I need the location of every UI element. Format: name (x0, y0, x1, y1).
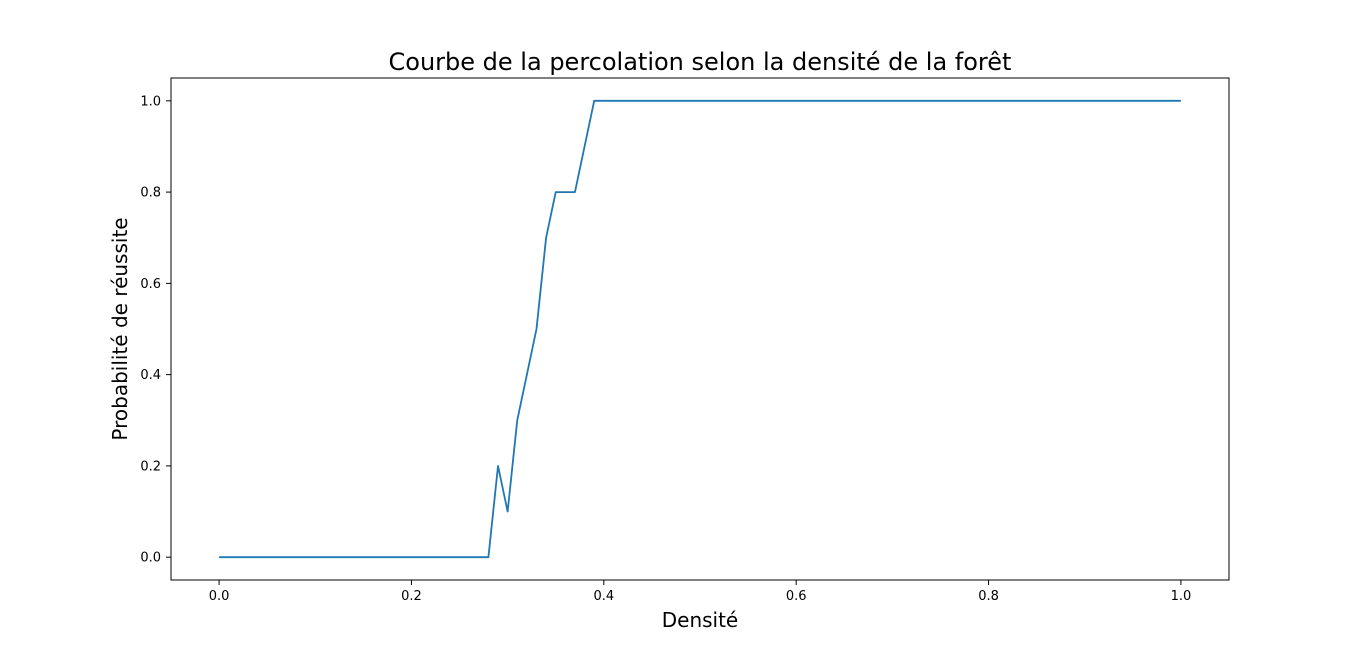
x-axis-title: Densité (662, 608, 739, 632)
x-tick-label: 1.0 (1171, 589, 1192, 604)
y-tick-label: 0.8 (140, 186, 161, 201)
y-axis-title: Probabilité de réussite (108, 217, 132, 440)
x-tick-label: 0.6 (786, 589, 807, 604)
y-tick-label: 0.0 (140, 551, 161, 566)
y-tick-label: 0.2 (140, 459, 161, 474)
y-tick-label: 0.6 (140, 277, 161, 292)
plot-area (219, 99, 1181, 559)
y-axis-ticks: 0.0 0.2 0.4 0.6 0.8 1.0 (140, 94, 171, 566)
plot-frame (170, 77, 1230, 581)
x-axis-ticks: 0.0 0.2 0.4 0.6 0.8 1.0 (209, 580, 1192, 604)
x-tick-label: 0.8 (978, 589, 999, 604)
x-tick-label: 0.0 (209, 589, 230, 604)
x-tick-label: 0.4 (593, 589, 614, 604)
x-tick-label: 0.2 (401, 589, 422, 604)
chart-title: Courbe de la percolation selon la densit… (389, 48, 1012, 76)
y-tick-label: 1.0 (140, 94, 161, 109)
y-tick-label: 0.4 (140, 368, 161, 383)
series-line (219, 99, 1181, 559)
